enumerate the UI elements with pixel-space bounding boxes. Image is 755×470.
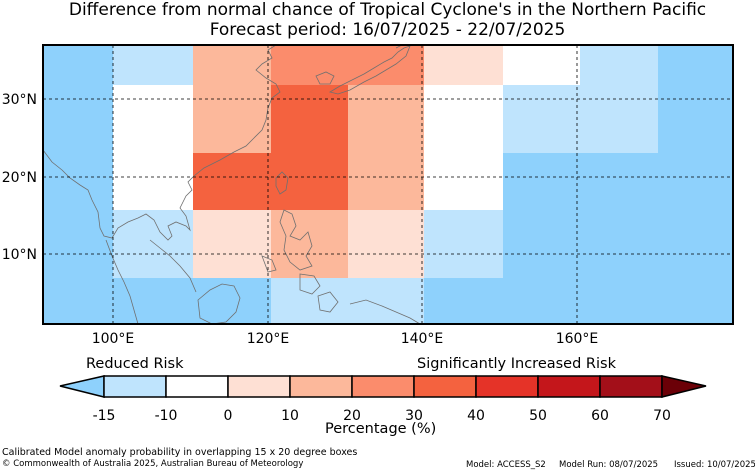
coastline-gulf [149, 239, 197, 293]
coastlines [42, 44, 421, 325]
box-cell [424, 210, 503, 278]
box-cell [113, 45, 193, 85]
box-cell [193, 85, 271, 153]
box-cell [503, 45, 580, 85]
colorbar-high-extension [661, 375, 707, 398]
lon-tick-label: 120°E [247, 331, 290, 347]
box-cell [271, 278, 424, 324]
map-frame [42, 44, 734, 325]
lat-tick-label: 20°N [2, 170, 37, 186]
coastline-korea [315, 71, 335, 85]
box-cell [348, 210, 424, 278]
footer-model-run: Model Run: 08/07/2025 [559, 460, 659, 470]
lon-tick-label: 160°E [556, 331, 599, 347]
coastline-palawan [261, 255, 277, 273]
box-cell [113, 210, 193, 278]
colorbar-segment [351, 375, 415, 398]
box-cell [193, 153, 271, 210]
colorbar-segment [475, 375, 539, 398]
colorbar-segment [599, 375, 663, 398]
box-cell [424, 85, 503, 210]
box-cell [503, 85, 658, 153]
colorbar-tick-label: 40 [467, 408, 485, 424]
colorbar-ticks: -15 -10 0 10 20 30 40 50 60 70 [93, 408, 671, 424]
reduced-risk-label: Reduced Risk [86, 356, 184, 372]
box-cell [113, 85, 193, 210]
increased-risk-label: Significantly Increased Risk [417, 356, 616, 372]
coastline-borneo [197, 283, 241, 325]
lon-tick-label: 100°E [92, 331, 135, 347]
colorbar-tick-label: 70 [653, 408, 671, 424]
colorbar-tick-label: 30 [405, 408, 423, 424]
box-cell [348, 45, 424, 85]
map-title-line-2: Forecast period: 16/07/2025 - 22/07/2025 [209, 20, 566, 40]
box-cell [424, 45, 503, 85]
footer-copyright: © Commonwealth of Australia 2025, Austra… [2, 459, 304, 469]
lon-tick-label: 140°E [401, 331, 444, 347]
colorbar-segment [227, 375, 291, 398]
colorbar-segment [103, 375, 167, 398]
colorbar-low-extension [59, 375, 105, 398]
footer-issued: Issued: 10/07/2025 [674, 460, 755, 470]
colorbar-axis-label: Percentage (%) [325, 421, 437, 437]
coastline-new-guinea [349, 299, 421, 325]
anomaly-boxes [113, 45, 658, 324]
map-panel [42, 44, 734, 325]
colorbar-segment [165, 375, 229, 398]
coastline-taiwan [275, 171, 289, 195]
box-cell [271, 85, 348, 210]
colorbar [59, 375, 707, 398]
coastline-philippines [279, 209, 313, 271]
coastline-sulawesi [317, 291, 339, 313]
colorbar-tick-label: 10 [281, 408, 299, 424]
footer-model: Model: ACCESS_S2 [466, 460, 546, 470]
box-cell [580, 45, 658, 85]
box-cell [271, 45, 348, 85]
colorbar-tick-label: -15 [93, 408, 116, 424]
colorbar-tick-label: 20 [343, 408, 361, 424]
box-cell [348, 85, 424, 210]
coastline-mindanao [299, 273, 321, 295]
coastline-malaysia [105, 239, 139, 325]
colorbar-segment [537, 375, 601, 398]
colorbar-segment [413, 375, 477, 398]
graticule [43, 45, 733, 324]
colorbar-tick-label: 0 [224, 408, 233, 424]
map-title-line-1: Difference from normal chance of Tropica… [68, 0, 707, 20]
colorbar-tick-label: 60 [591, 408, 609, 424]
colorbar-segment [289, 375, 353, 398]
lat-tick-label: 10°N [2, 247, 37, 263]
footer-caption: Calibrated Model anomaly probability in … [2, 447, 358, 458]
colorbar-tick-label: -10 [155, 408, 178, 424]
axis-labels: 30°N 20°N 10°N 100°E 120°E 140°E 160°E [2, 92, 599, 347]
box-cell [271, 210, 348, 278]
coastline-japan [328, 45, 411, 95]
colorbar-tick-label: 50 [529, 408, 547, 424]
box-cell [193, 45, 271, 85]
lat-tick-label: 30°N [2, 92, 37, 108]
box-cell [193, 210, 271, 278]
coastline-asia [42, 44, 281, 241]
